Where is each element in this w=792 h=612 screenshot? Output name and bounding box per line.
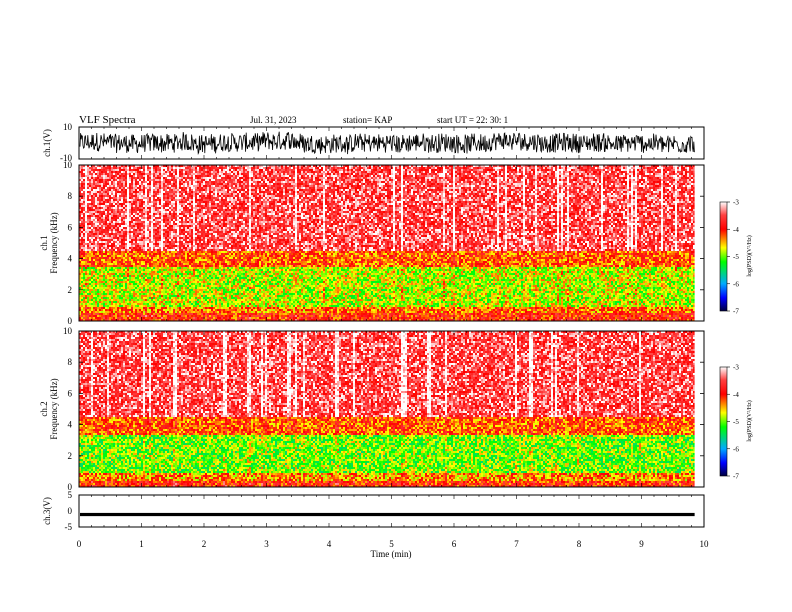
figure-title: VLF Spectra <box>79 114 136 126</box>
ch1-spectrogram-panel: 0 2 4 6 8 10 ch.1 Frequency (kHz) <box>39 160 704 326</box>
ch1-spectrogram <box>79 165 704 321</box>
ch1-colorbar: -3 -4 -5 -6 -7 log(PSD)(V²/Hz) <box>720 199 753 316</box>
vlf-figure: VLF Spectra Jul. 31, 2023 station= KAP s… <box>0 0 792 612</box>
cb2-ticks-label: -6 <box>733 445 739 453</box>
ch1-colorbar-scale <box>720 202 727 311</box>
ch1-colorbar-label: log(PSD)(V²/Hz) <box>746 235 753 276</box>
x-tick-label: 7 <box>514 539 519 549</box>
x-tick-label: 1 <box>139 539 144 549</box>
ch2-colorbar-scale <box>720 367 727 476</box>
ch1-spec-ylabel-freq: Frequency (kHz) <box>49 212 59 273</box>
ch3-ytick-neg5: -5 <box>65 522 73 532</box>
spec1-ytick: 10 <box>63 160 73 170</box>
ch2-colorbar: -3 -4 -5 -6 -7 log(PSD)(V²/Hz) <box>720 364 753 481</box>
x-tick-label: 6 <box>452 539 457 549</box>
ch3-ytick-0: 0 <box>68 506 73 516</box>
x-tick-label: 4 <box>327 539 332 549</box>
spec2-ytick: 4 <box>68 420 73 430</box>
cb1-ticks-label: -6 <box>733 280 739 288</box>
x-tick-label: 9 <box>639 539 644 549</box>
ch2-spec-ylabel-ch: ch.2 <box>39 401 49 416</box>
ch3-trace <box>80 513 695 516</box>
cb1-ticks-label: -5 <box>733 253 739 261</box>
spec1-ytick: 4 <box>68 254 73 264</box>
spec1-ytick: 0 <box>68 316 73 326</box>
x-tick-label: 0 <box>77 539 82 549</box>
cb2-ticks-label: -3 <box>733 364 739 372</box>
cb2-ticks-label: -7 <box>733 473 739 481</box>
x-tick-label: 3 <box>264 539 269 549</box>
ch1-spec-ylabel-ch: ch.1 <box>39 235 49 250</box>
x-tick-label: 5 <box>389 539 394 549</box>
cb1-ticks-label: -4 <box>733 226 739 234</box>
cb2-ticks-label: -5 <box>733 418 739 426</box>
x-tick-label: 2 <box>202 539 207 549</box>
spec1-ytick: 8 <box>68 191 73 201</box>
start-time-label: start UT = 22: 30: 1 <box>437 115 508 125</box>
ch1-waveform-ylabel: ch.1(V) <box>42 129 52 157</box>
spec1-ytick: 6 <box>68 222 73 232</box>
ch2-colorbar-label: log(PSD)(V²/Hz) <box>746 400 753 441</box>
ch3-ytick-5: 5 <box>68 490 73 500</box>
ch2-spectrogram <box>79 331 704 487</box>
x-axis-label: Time (min) <box>371 549 412 559</box>
spec2-ytick: 2 <box>68 451 73 461</box>
spec2-ytick: 10 <box>63 326 73 336</box>
ch2-spec-ylabel-freq: Frequency (kHz) <box>49 378 59 439</box>
spec2-ytick: 8 <box>68 357 73 367</box>
x-tick-label: 8 <box>577 539 582 549</box>
cb1-ticks-label: -3 <box>733 199 739 207</box>
ch1-ytick-10: 10 <box>63 122 73 132</box>
spec1-ytick: 2 <box>68 285 73 295</box>
ch3-waveform-ylabel: ch.3(V) <box>42 497 52 525</box>
cb1-ticks-label: -7 <box>733 308 739 316</box>
station-label: station= KAP <box>343 115 392 125</box>
spec2-ytick: 6 <box>68 388 73 398</box>
date-label: Jul. 31, 2023 <box>250 115 297 125</box>
x-tick-label: 10 <box>700 539 710 549</box>
cb2-ticks-label: -4 <box>733 391 739 399</box>
